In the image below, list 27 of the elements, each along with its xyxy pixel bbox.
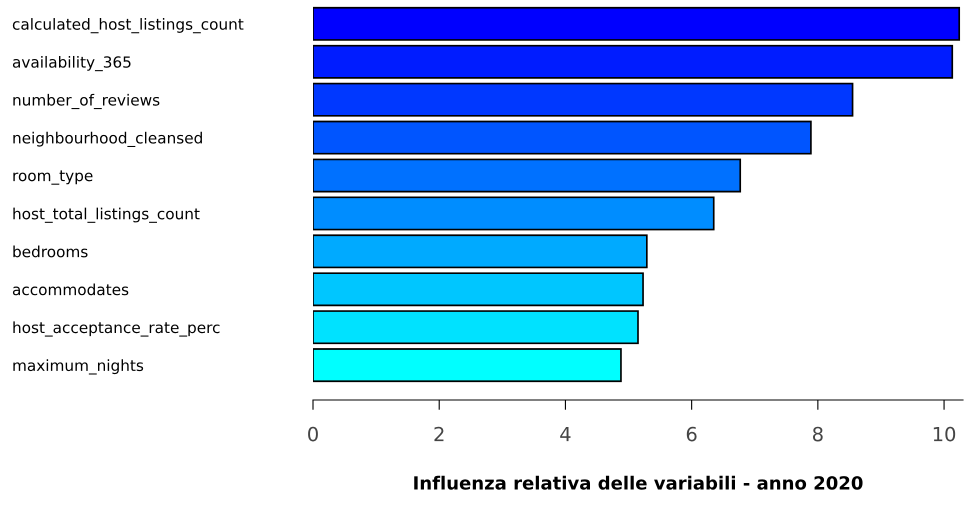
bar	[313, 158, 742, 192]
y-tick-label: availability_365	[12, 56, 131, 72]
y-tick-label: room_type	[13, 170, 92, 185]
x-axis-title: Influenza relativa delle variabili - anno 2020	[414, 476, 863, 490]
y-tick-label: neighbourhood_cleansed	[13, 132, 202, 148]
bar	[313, 310, 639, 344]
bar	[313, 196, 715, 230]
y-tick-label: accommodates	[12, 283, 128, 296]
bar	[313, 120, 812, 155]
x-tick-label: 0	[308, 426, 318, 442]
y-tick-label: maximum_nights	[13, 359, 144, 375]
bar	[313, 6, 960, 41]
y-tick-label: number_of_reviews	[13, 94, 160, 110]
bar	[313, 82, 854, 117]
x-tick-label: 4	[560, 426, 571, 442]
y-tick-label: calculated_host_listings_count	[12, 18, 244, 34]
bar	[313, 44, 954, 79]
bar	[313, 272, 644, 306]
x-tick-label: 2	[434, 426, 444, 442]
x-tick-label: 8	[812, 426, 823, 442]
y-tick-label: bedrooms	[13, 246, 88, 258]
y-tick-label: host_total_listings_count	[13, 208, 200, 223]
x-tick-label: 6	[686, 426, 697, 442]
bar	[313, 348, 622, 382]
bar	[313, 234, 648, 268]
y-tick-label: host_acceptance_rate_perc	[13, 321, 220, 337]
x-tick-label: 10	[934, 426, 956, 442]
